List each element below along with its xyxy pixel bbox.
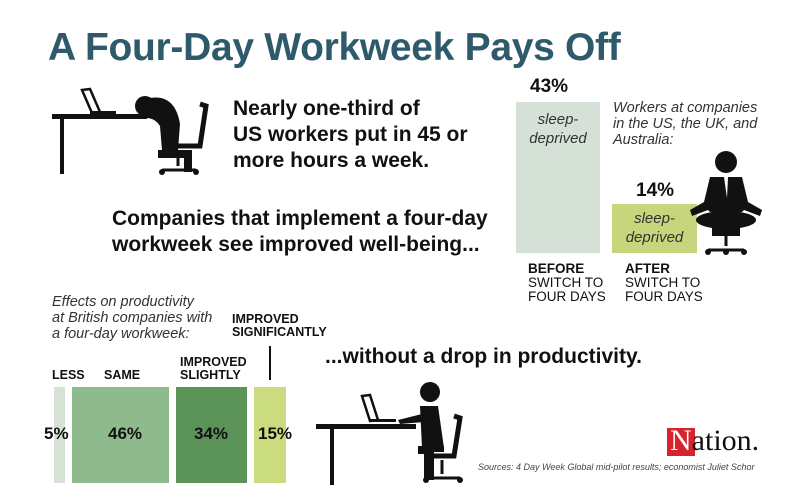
- bar-text: sleep-deprived: [625, 210, 684, 246]
- relaxed-worker-icon: [690, 151, 762, 255]
- productivity-chart-title: Effects on productivity at British compan…: [52, 294, 213, 342]
- intro-line: more hours a week.: [233, 149, 430, 172]
- the-nation-logo: Nation.: [667, 426, 771, 456]
- bar-improved-significantly: [254, 387, 286, 483]
- bar-less: [54, 387, 65, 483]
- bar-same: [72, 387, 169, 483]
- sleep-chart-title: Workers at companies in the US, the UK, a…: [613, 100, 758, 148]
- category-after: AFTER SWITCH TO FOUR DAYS: [625, 261, 703, 304]
- bar-improved-slightly: [176, 387, 247, 483]
- value-label: 15%: [258, 424, 293, 443]
- wellbeing-line: workweek see improved well-being...: [112, 233, 480, 256]
- value-label: 34%: [194, 424, 229, 443]
- category-same: SAME: [104, 368, 141, 382]
- value-label: 46%: [108, 424, 143, 443]
- wellbeing-line: Companies that implement a four-day: [112, 207, 488, 230]
- value-label: 5%: [44, 424, 69, 443]
- leader-line: [269, 346, 271, 380]
- bar-after: sleep-deprived: [612, 204, 697, 253]
- category-less: LESS: [52, 368, 85, 382]
- value-label-before: 43%: [530, 76, 569, 97]
- category-before: BEFORE SWITCH TO FOUR DAYS: [528, 261, 606, 304]
- intro-text: Nearly one-third of US workers put in 45…: [233, 96, 468, 174]
- tired-worker-at-desk-icon: [52, 87, 209, 175]
- page-title: A Four-Day Workweek Pays Off: [48, 26, 621, 69]
- worker-at-desk-icon: [316, 382, 463, 485]
- intro-line: Nearly one-third of: [233, 97, 420, 120]
- category-improved-slightly: IMPROVED SLIGHTLY: [180, 355, 247, 382]
- sources-note: Sources: 4 Day Week Global mid-pilot res…: [478, 462, 755, 472]
- intro-line: US workers put in 45 or: [233, 123, 468, 146]
- wellbeing-text: Companies that implement a four-day work…: [112, 206, 488, 258]
- productivity-headline: ...without a drop in productivity.: [325, 345, 642, 368]
- bar-before: sleep-deprived: [516, 102, 600, 253]
- value-label-after: 14%: [636, 180, 675, 201]
- bar-text: sleep-deprived: [529, 111, 587, 147]
- category-improved-significantly: IMPROVED SIGNIFICANTLY: [232, 312, 327, 339]
